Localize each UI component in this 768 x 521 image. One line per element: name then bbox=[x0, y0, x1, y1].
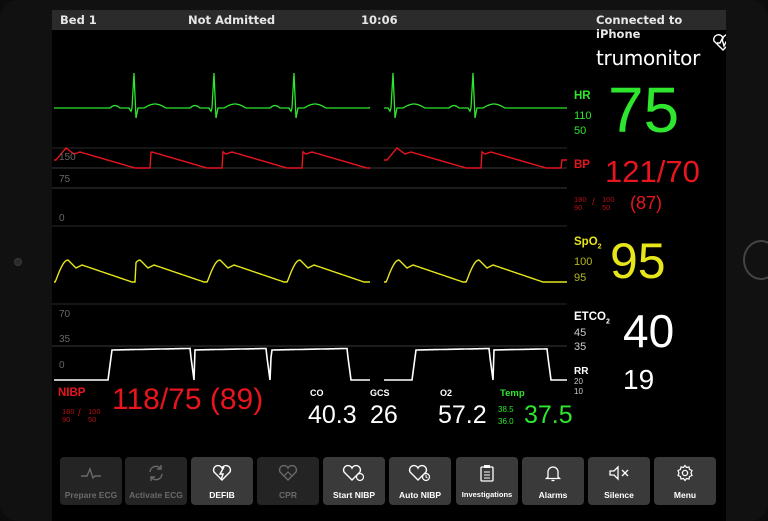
bp-sys-limits: 180 90 bbox=[574, 195, 587, 213]
defib-label: DEFIB bbox=[209, 490, 235, 500]
auto-nibp-button[interactable]: Auto NIBP bbox=[389, 457, 451, 505]
brand-name: trumonitor bbox=[596, 46, 700, 70]
start-nibp-button[interactable]: Start NIBP bbox=[323, 457, 385, 505]
heart-clock-icon bbox=[389, 463, 451, 483]
rr-lower-limit: 10 bbox=[574, 387, 583, 396]
start-nibp-label: Start NIBP bbox=[332, 490, 376, 500]
investigations-button[interactable]: Investigations bbox=[456, 457, 518, 505]
refresh-icon bbox=[125, 463, 187, 483]
prepare-ecg-button[interactable]: Prepare ECG bbox=[60, 457, 122, 505]
nibp-dia-limits: 100 50 bbox=[88, 407, 101, 425]
menu-button[interactable]: Menu bbox=[654, 457, 716, 505]
hr-lower-limit: 50 bbox=[574, 125, 587, 137]
heart-hands-icon bbox=[257, 463, 319, 483]
brand-logo: trumonitor bbox=[596, 34, 726, 70]
alarms-label: Alarms bbox=[538, 490, 568, 500]
monitor-screen: Bed 1 Not Admitted 10:06 Connected to iP… bbox=[52, 10, 726, 521]
spo2-label: SpO2 bbox=[574, 236, 602, 250]
etco2-label: ETCO2 bbox=[574, 311, 610, 325]
etco2-scale-top: 70 bbox=[59, 309, 71, 320]
bed-label: Bed 1 bbox=[60, 13, 97, 27]
etco2-lower-limit: 35 bbox=[574, 341, 587, 353]
spo2-value: 95 bbox=[610, 233, 666, 289]
temp-label: Temp bbox=[500, 388, 525, 399]
co-value: 40.3 bbox=[308, 401, 357, 429]
prepare-ecg-label: Prepare ECG bbox=[64, 490, 118, 500]
defib-button[interactable]: DEFIB bbox=[191, 457, 253, 505]
cpr-button[interactable]: CPR bbox=[257, 457, 319, 505]
camera-icon bbox=[14, 258, 22, 266]
cpr-label: CPR bbox=[279, 490, 297, 500]
spo2-waveform bbox=[54, 259, 567, 283]
bp-scale-top: 150 bbox=[59, 152, 76, 163]
investigations-label: Investigations bbox=[461, 490, 513, 499]
rr-label: RR bbox=[574, 366, 589, 377]
temp-value: 37.5 bbox=[524, 401, 573, 429]
ecg-icon bbox=[60, 463, 122, 483]
o2-value: 57.2 bbox=[438, 401, 487, 429]
spo2-label-sub: 2 bbox=[597, 243, 602, 251]
spo2-upper-limit: 100 bbox=[574, 256, 593, 268]
etco2-label-sub: 2 bbox=[605, 318, 610, 326]
bell-icon bbox=[522, 463, 584, 483]
co-label: CO bbox=[310, 388, 324, 398]
hr-label: HR bbox=[574, 90, 591, 102]
etco2-scale-zero: 0 bbox=[59, 360, 65, 371]
bp-dia-limits: 100 50 bbox=[602, 195, 615, 213]
home-button[interactable] bbox=[743, 240, 768, 280]
temp-upper-limit: 38.5 bbox=[498, 405, 514, 414]
nibp-label: NIBP bbox=[58, 387, 86, 399]
bp-limit-divider: / bbox=[592, 197, 595, 208]
hr-value: 75 bbox=[608, 74, 680, 146]
heart-bolt-icon bbox=[191, 463, 253, 483]
etco2-upper-limit: 45 bbox=[574, 327, 587, 339]
spo2-lower-limit: 95 bbox=[574, 272, 587, 284]
ecg-waveform bbox=[54, 72, 567, 119]
heart-logo-icon bbox=[713, 34, 726, 51]
speaker-mute-icon bbox=[588, 463, 650, 483]
status-bar: Bed 1 Not Admitted 10:06 Connected to iP… bbox=[52, 10, 726, 41]
menu-label: Menu bbox=[673, 490, 697, 500]
rr-upper-limit: 20 bbox=[574, 377, 583, 386]
bp-label: BP bbox=[574, 159, 590, 171]
admission-status: Not Admitted bbox=[188, 13, 276, 27]
gcs-value: 26 bbox=[370, 401, 398, 429]
bp-scale-mid: 75 bbox=[59, 174, 71, 185]
clipboard-icon bbox=[456, 463, 518, 483]
rr-value: 19 bbox=[623, 364, 655, 395]
activate-ecg-button[interactable]: Activate ECG bbox=[125, 457, 187, 505]
etco2-scale-mid: 35 bbox=[59, 334, 71, 345]
silence-label: Silence bbox=[604, 490, 634, 500]
etco2-label-text: ETCO bbox=[574, 311, 606, 323]
connection-status: Connected to iPhone bbox=[596, 13, 683, 41]
bp-mean: (87) bbox=[630, 193, 663, 213]
etco2-value: 40 bbox=[623, 305, 675, 357]
gear-icon bbox=[654, 463, 716, 483]
temp-lower-limit: 36.0 bbox=[498, 417, 514, 426]
alarms-button[interactable]: Alarms bbox=[522, 457, 584, 505]
gcs-label: GCS bbox=[370, 388, 390, 398]
control-bar: Prepare ECG Activate ECG DEFIB CPR Start… bbox=[52, 447, 726, 521]
etco2-waveform bbox=[54, 347, 567, 381]
bp-waveform bbox=[54, 147, 567, 169]
silence-button[interactable]: Silence bbox=[588, 457, 650, 505]
bp-scale-zero: 0 bbox=[59, 213, 65, 224]
nibp-value: 118/75 (89) bbox=[112, 383, 264, 416]
hr-upper-limit: 110 bbox=[574, 110, 592, 122]
nibp-sys-limits: 180 90 bbox=[62, 407, 75, 425]
spo2-label-text: SpO bbox=[574, 236, 598, 248]
bp-value: 121/70 bbox=[605, 154, 700, 189]
heart-cuff-icon bbox=[323, 463, 385, 483]
waveform-area: 150 75 0 70 35 0 bbox=[52, 72, 567, 381]
auto-nibp-label: Auto NIBP bbox=[398, 490, 442, 500]
clock: 10:06 bbox=[361, 13, 398, 27]
activate-ecg-label: Activate ECG bbox=[129, 490, 183, 500]
o2-label: O2 bbox=[440, 388, 453, 398]
nibp-limit-divider: / bbox=[78, 408, 81, 419]
